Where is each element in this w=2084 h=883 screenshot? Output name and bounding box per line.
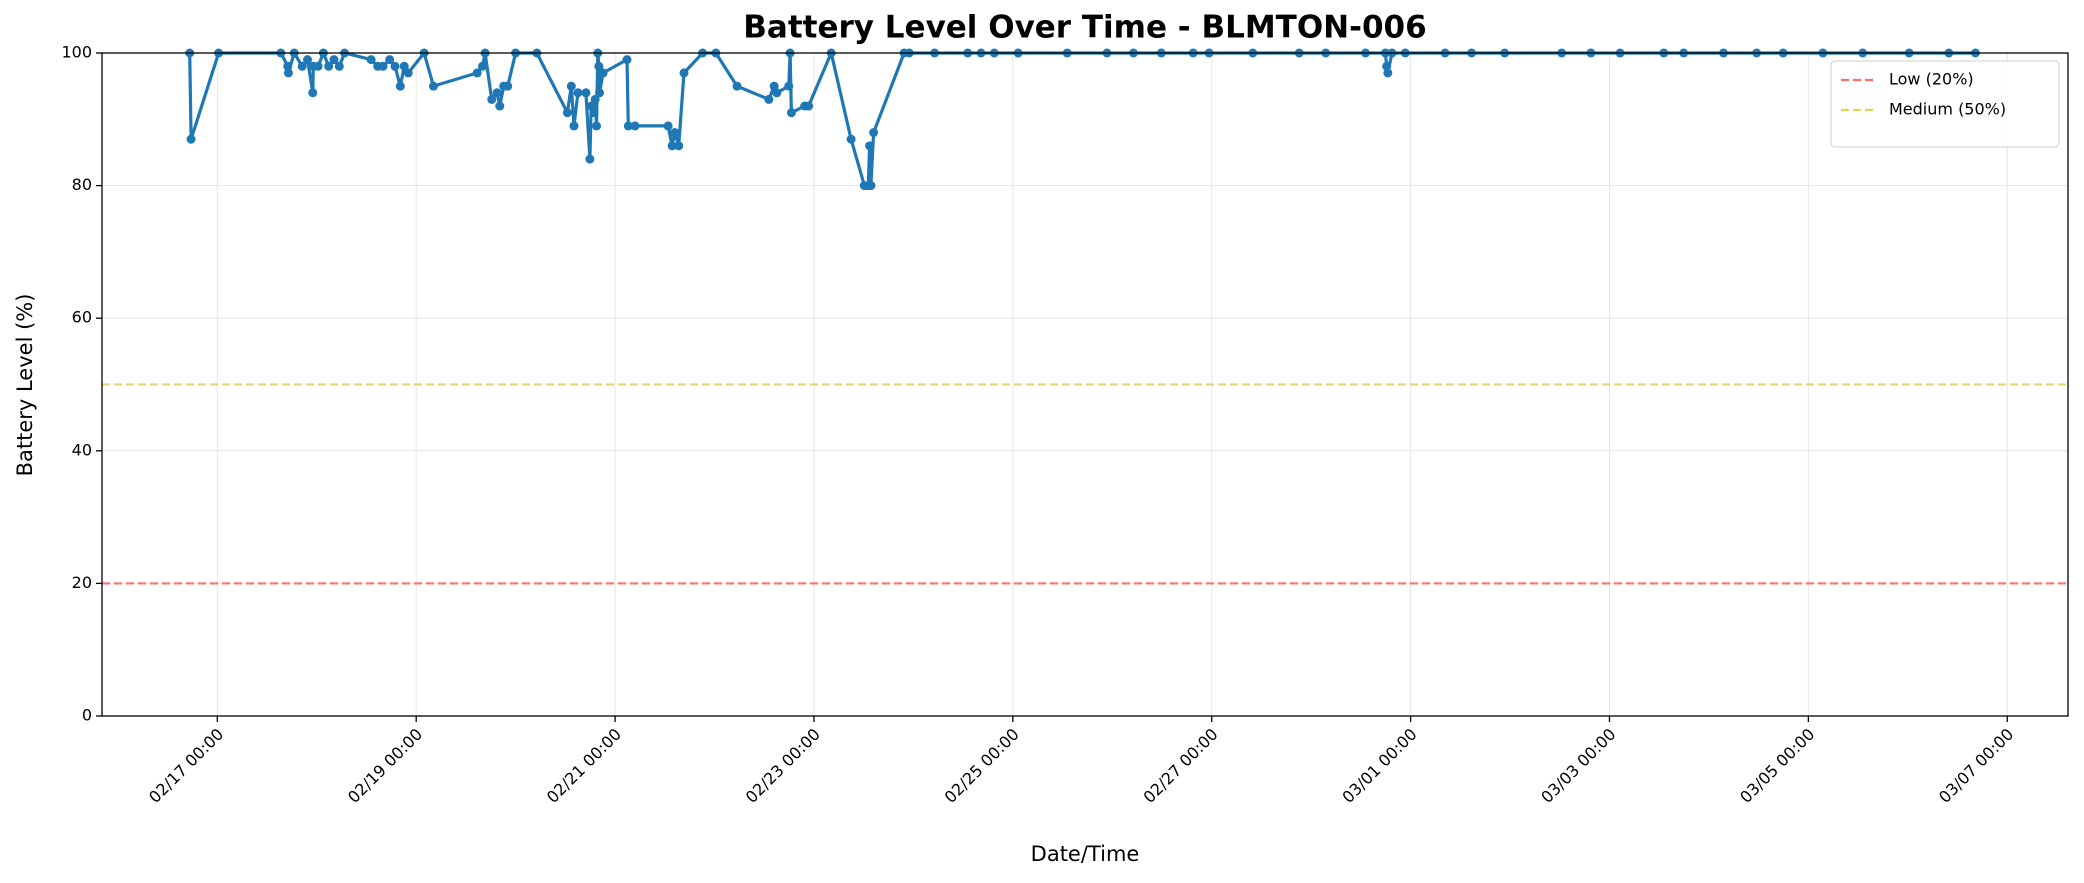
y-tick-label: 0 bbox=[82, 706, 92, 725]
data-point bbox=[366, 55, 376, 65]
data-point bbox=[390, 61, 400, 71]
data-point bbox=[378, 61, 388, 71]
data-point bbox=[562, 108, 572, 118]
data-point bbox=[598, 68, 608, 78]
data-point bbox=[313, 61, 323, 71]
data-point bbox=[324, 61, 334, 71]
x-axis-label: Date/Time bbox=[1031, 842, 1140, 866]
y-tick-label: 100 bbox=[61, 43, 92, 62]
data-point bbox=[186, 134, 196, 144]
data-point bbox=[667, 141, 677, 151]
x-tick-label: 03/03 00:00 bbox=[1537, 725, 1619, 807]
chart-title: Battery Level Over Time - BLMTON-006 bbox=[743, 10, 1426, 46]
x-tick-label: 02/17 00:00 bbox=[145, 725, 227, 807]
data-point bbox=[1382, 61, 1392, 71]
x-tick-label: 03/01 00:00 bbox=[1338, 725, 1420, 807]
data-point bbox=[784, 81, 794, 91]
y-tick-label: 40 bbox=[72, 440, 92, 459]
data-point bbox=[477, 61, 487, 71]
data-point bbox=[866, 181, 876, 191]
data-point bbox=[503, 81, 513, 91]
data-point bbox=[1383, 68, 1393, 78]
data-point bbox=[663, 121, 673, 131]
x-tick-label: 03/05 00:00 bbox=[1736, 725, 1818, 807]
data-point bbox=[630, 121, 640, 131]
data-point bbox=[594, 61, 604, 71]
data-point bbox=[786, 108, 796, 118]
y-axis-label: Battery Level (%) bbox=[13, 294, 37, 477]
data-point bbox=[732, 81, 742, 91]
data-point bbox=[623, 121, 633, 131]
data-point bbox=[670, 128, 680, 138]
data-point bbox=[283, 61, 293, 71]
x-tick-label: 02/19 00:00 bbox=[344, 725, 426, 807]
data-point bbox=[566, 81, 576, 91]
y-tick-label: 60 bbox=[72, 308, 92, 327]
data-point bbox=[589, 108, 599, 118]
x-tick-label: 02/23 00:00 bbox=[742, 725, 824, 807]
x-tick-label: 02/27 00:00 bbox=[1139, 725, 1221, 807]
data-point bbox=[679, 68, 689, 78]
data-point bbox=[590, 94, 600, 104]
data-point bbox=[674, 141, 684, 151]
data-point bbox=[581, 88, 591, 98]
x-tick-label: 02/25 00:00 bbox=[941, 725, 1023, 807]
y-tick-label: 20 bbox=[72, 573, 92, 592]
data-point bbox=[573, 88, 583, 98]
data-point bbox=[592, 121, 602, 131]
data-point bbox=[403, 68, 413, 78]
legend-label: Medium (50%) bbox=[1889, 100, 2006, 119]
x-tick-label: 02/21 00:00 bbox=[543, 725, 625, 807]
data-point bbox=[472, 68, 482, 78]
data-point bbox=[622, 55, 632, 65]
data-point bbox=[569, 121, 579, 131]
data-point bbox=[804, 101, 814, 111]
data-point bbox=[428, 81, 438, 91]
data-point bbox=[772, 88, 782, 98]
data-point bbox=[329, 55, 339, 65]
x-tick-label: 03/07 00:00 bbox=[1935, 725, 2017, 807]
data-point bbox=[495, 101, 505, 111]
data-point bbox=[869, 128, 879, 138]
data-point bbox=[865, 141, 875, 151]
data-point bbox=[764, 94, 774, 104]
data-point bbox=[585, 154, 595, 164]
data-point bbox=[308, 88, 318, 98]
legend-label: Low (20%) bbox=[1889, 70, 1974, 89]
data-point bbox=[846, 134, 856, 144]
data-point bbox=[492, 88, 502, 98]
legend-box bbox=[1830, 60, 2060, 148]
y-tick-label: 80 bbox=[72, 175, 92, 194]
data-point bbox=[303, 55, 313, 65]
data-point bbox=[385, 55, 395, 65]
plot-frame bbox=[101, 52, 2069, 717]
data-point bbox=[595, 88, 605, 98]
data-point bbox=[395, 81, 405, 91]
data-point bbox=[283, 68, 293, 78]
data-point bbox=[334, 61, 344, 71]
data-point bbox=[297, 61, 307, 71]
data-point bbox=[487, 94, 497, 104]
data-line bbox=[188, 51, 1976, 188]
data-point bbox=[399, 61, 409, 71]
